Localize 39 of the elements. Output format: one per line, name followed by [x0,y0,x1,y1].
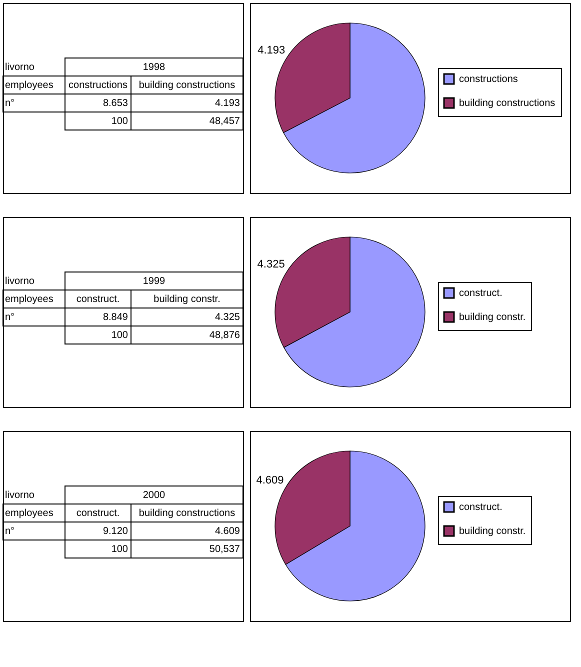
legend-label: construct. [459,502,502,513]
legend-label: construct. [459,288,502,299]
text: construct. [76,508,120,519]
text: employees [5,294,54,305]
text: 8.849 [102,312,128,323]
text: 4.193 [214,98,240,109]
text: livorno [5,490,35,501]
legend-label: building constructions [459,98,556,109]
text: n° [5,526,15,537]
text: 2000 [142,490,166,501]
text: 1999 [142,276,166,287]
text: n° [5,312,15,323]
text: constructions [68,80,128,91]
text: livorno [5,62,35,73]
text: livorno [5,276,35,287]
text: construct. [76,294,120,305]
text: 50,537 [209,544,240,555]
data-label: 4.325 [257,258,285,271]
text: 100 [111,330,128,341]
legend-label: constructions [459,74,518,85]
text: 8.653 [102,98,128,109]
text: 9.120 [102,526,128,537]
text: building constructions [138,80,236,91]
text: 48,457 [209,116,240,127]
data-label: 4.609 [256,474,284,487]
text: 4.325 [214,312,240,323]
text: employees [5,508,54,519]
text: 100 [111,116,128,127]
text: employees [5,80,54,91]
text: 100 [111,544,128,555]
legend-label: building constr. [459,312,526,323]
text: 4.609 [214,526,240,537]
legend-label: building constr. [459,526,526,537]
text: building constr. [154,294,220,305]
text: n° [5,98,15,109]
text: 48,876 [209,330,240,341]
text: 1998 [142,62,166,73]
data-label: 4.193 [258,44,286,56]
text: building constructions [138,508,236,519]
